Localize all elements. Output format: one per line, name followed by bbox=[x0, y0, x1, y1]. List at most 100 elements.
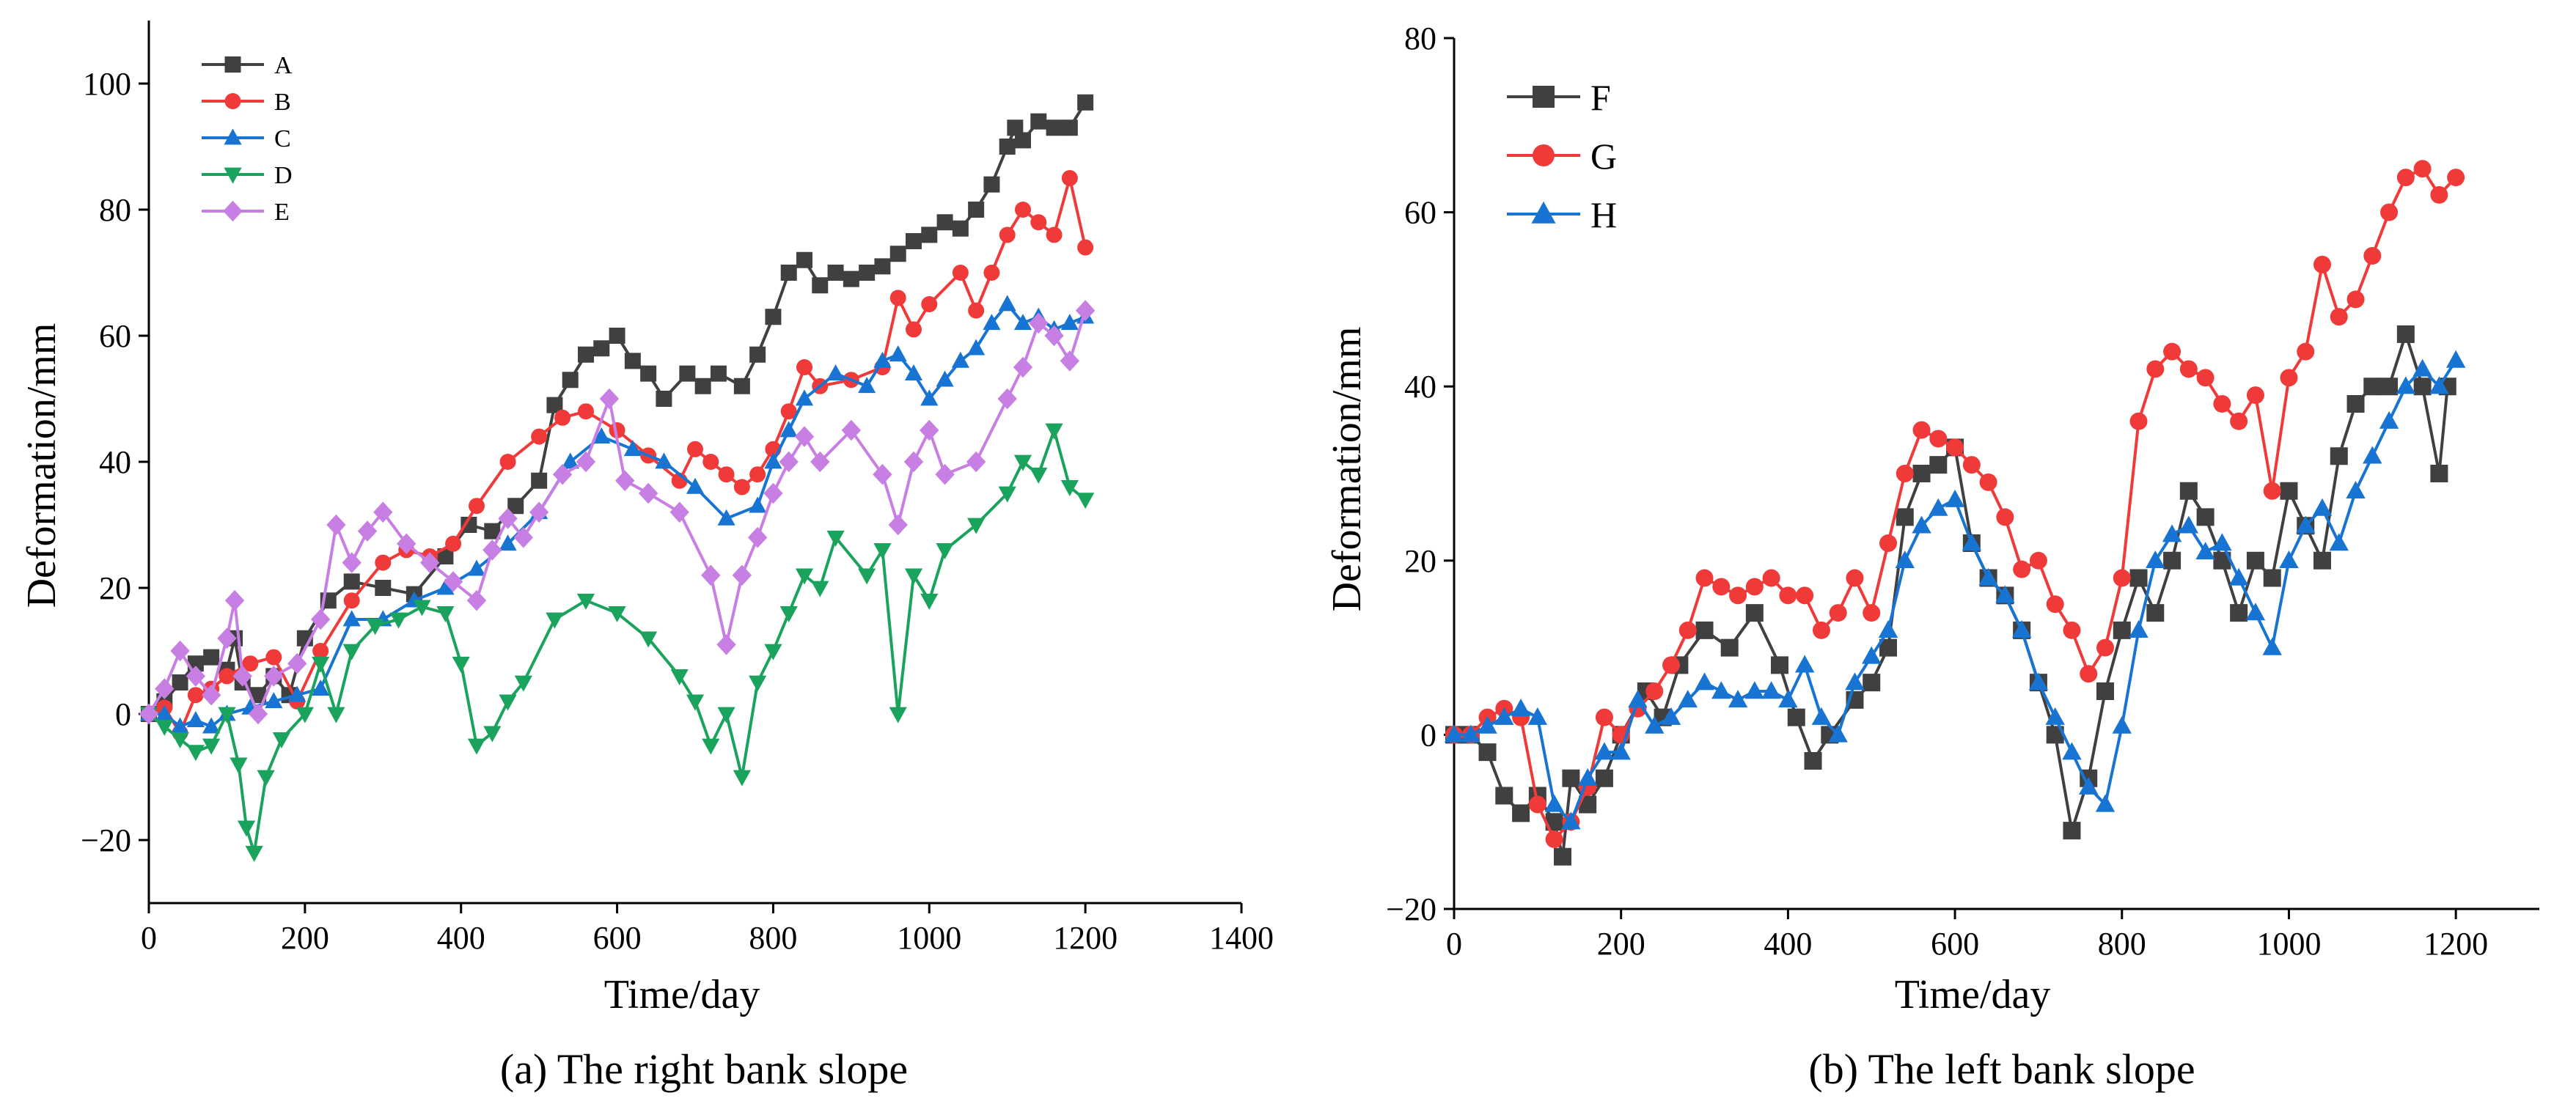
data-point-D bbox=[779, 606, 798, 623]
data-point-H bbox=[2329, 533, 2349, 551]
data-point-H bbox=[1577, 768, 1598, 786]
data-point-D bbox=[904, 568, 923, 585]
data-point-G bbox=[2113, 569, 2131, 587]
legend-label: C bbox=[274, 125, 291, 152]
data-point-A bbox=[921, 227, 938, 243]
data-point-E bbox=[903, 451, 924, 473]
data-point-A bbox=[889, 246, 906, 262]
data-point-G bbox=[2129, 412, 2148, 430]
data-point-B bbox=[952, 265, 969, 281]
x-tick-label: 400 bbox=[1764, 926, 1812, 962]
data-point-G bbox=[2430, 185, 2448, 204]
data-point-G bbox=[1962, 456, 1981, 474]
data-point-G bbox=[1678, 621, 1697, 639]
data-point-A bbox=[375, 580, 392, 596]
data-point-D bbox=[858, 568, 876, 585]
data-point-G bbox=[2230, 412, 2248, 430]
data-point-H bbox=[1828, 724, 1848, 743]
data-point-E bbox=[841, 419, 862, 441]
data-point-H bbox=[2028, 672, 2049, 691]
data-point-E bbox=[615, 470, 635, 492]
data-point-C bbox=[889, 345, 907, 362]
data-point-G bbox=[2330, 308, 2348, 326]
data-point-A bbox=[1030, 113, 1047, 130]
data-point-D bbox=[686, 694, 705, 711]
data-point-A bbox=[999, 139, 1016, 155]
data-point-B bbox=[219, 668, 235, 685]
data-point-D bbox=[483, 726, 502, 743]
data-point-C bbox=[592, 427, 611, 443]
data-point-B bbox=[796, 359, 812, 375]
data-point-D bbox=[733, 770, 751, 787]
data-point-D bbox=[826, 530, 845, 547]
x-tick-label: 0 bbox=[141, 920, 157, 956]
data-point-B bbox=[375, 554, 392, 571]
data-point-E bbox=[186, 666, 206, 687]
data-point-F bbox=[1745, 604, 1764, 622]
data-point-A bbox=[624, 353, 641, 369]
data-point-C bbox=[779, 421, 798, 438]
data-point-E bbox=[170, 640, 190, 662]
series-H bbox=[1444, 350, 2466, 830]
data-point-H bbox=[2129, 620, 2148, 638]
data-point-C bbox=[858, 377, 876, 394]
data-point-C bbox=[623, 440, 642, 457]
legend: FGH bbox=[1507, 77, 1617, 235]
data-point-D bbox=[967, 518, 986, 534]
data-point-C bbox=[904, 364, 923, 380]
data-point-F bbox=[2413, 378, 2432, 396]
data-point-G bbox=[2313, 255, 2331, 273]
data-point-B bbox=[499, 454, 516, 470]
x-axis-label: Time/day bbox=[604, 972, 760, 1017]
data-point-B bbox=[312, 643, 329, 659]
data-point-F bbox=[2196, 508, 2214, 526]
data-point-F bbox=[2179, 482, 2198, 500]
data-point-F bbox=[2430, 465, 2448, 482]
data-point-E bbox=[498, 508, 518, 529]
data-point-G bbox=[1846, 569, 1864, 587]
data-point-G bbox=[1812, 621, 1830, 639]
data-point-C bbox=[983, 314, 1001, 331]
data-point-B bbox=[1077, 239, 1094, 256]
data-point-G bbox=[1912, 421, 1931, 439]
data-point-H bbox=[1661, 707, 1681, 725]
data-point-H bbox=[2279, 551, 2299, 568]
data-point-C bbox=[467, 559, 486, 576]
data-point-E bbox=[920, 419, 939, 441]
caption-b: (b) The left bank slope bbox=[1808, 1045, 2195, 1093]
x-tick-label: 800 bbox=[749, 920, 797, 956]
legend-item-D: D bbox=[202, 162, 293, 189]
data-point-A bbox=[484, 523, 501, 540]
data-point-G bbox=[1929, 430, 1948, 448]
y-tick-label: 80 bbox=[1404, 21, 1436, 56]
data-point-H bbox=[2379, 410, 2399, 429]
data-point-H bbox=[2179, 515, 2199, 534]
data-point-D bbox=[1060, 480, 1079, 497]
legend-label: D bbox=[274, 162, 293, 189]
data-point-B bbox=[733, 479, 750, 496]
data-point-H bbox=[1711, 681, 1731, 699]
data-point-E bbox=[794, 426, 815, 447]
data-point-H bbox=[2296, 515, 2316, 534]
data-point-D bbox=[312, 656, 330, 673]
x-tick-label: 200 bbox=[1597, 926, 1645, 962]
legend-label: H bbox=[1590, 194, 1617, 235]
data-point-D bbox=[327, 707, 345, 723]
data-point-G bbox=[1979, 473, 1997, 491]
data-point-G bbox=[1946, 438, 1964, 457]
data-point-A bbox=[640, 365, 657, 382]
legend-label: E bbox=[274, 199, 290, 226]
data-point-H bbox=[1728, 690, 1748, 708]
data-point-E bbox=[357, 520, 378, 542]
data-point-H bbox=[1778, 690, 1798, 708]
data-point-E bbox=[443, 571, 463, 592]
data-point-A bbox=[874, 258, 891, 275]
data-point-G bbox=[1595, 708, 1613, 726]
legend-item-G: G bbox=[1507, 136, 1617, 177]
data-point-B bbox=[889, 290, 906, 306]
data-point-D bbox=[499, 694, 517, 711]
data-point-E bbox=[888, 514, 908, 536]
data-point-E bbox=[201, 684, 221, 706]
x-tick-label: 1000 bbox=[2256, 926, 2321, 962]
chart-left-bank-slope: 0 200 400 600 800 1000 1200 −20 0 20 40 60 80 FGH Tim… bbox=[1324, 21, 2539, 1093]
